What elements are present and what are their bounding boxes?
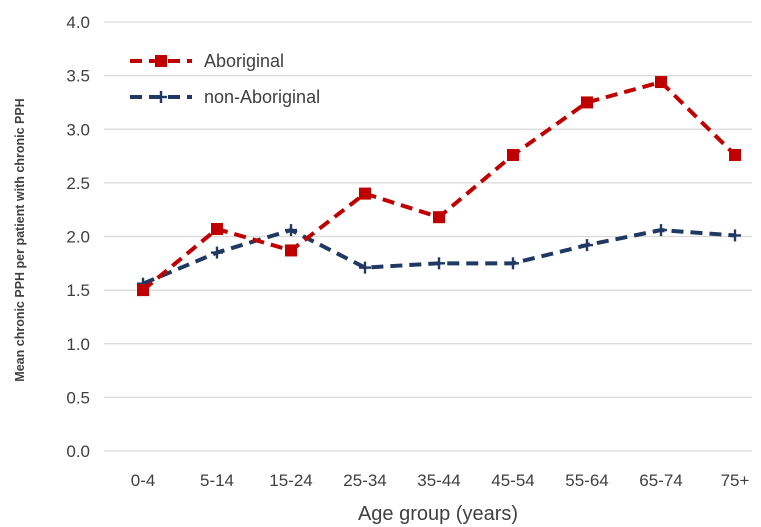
legend-marker-aboriginal bbox=[155, 55, 167, 67]
y-tick-label: 3.0 bbox=[66, 120, 90, 139]
data-point-non-aboriginal bbox=[729, 229, 741, 242]
data-point-aboriginal bbox=[285, 244, 297, 257]
x-tick-label: 35-44 bbox=[417, 471, 460, 490]
series-group bbox=[137, 76, 741, 297]
x-tick-label: 5-14 bbox=[200, 471, 234, 490]
y-tick-label: 2.5 bbox=[66, 174, 90, 193]
data-point-aboriginal bbox=[581, 96, 593, 109]
y-tick-label: 0.5 bbox=[66, 388, 90, 407]
legend-marker-non-aboriginal bbox=[155, 91, 167, 103]
data-point-aboriginal bbox=[507, 148, 519, 161]
x-tick-label: 15-24 bbox=[269, 471, 312, 490]
series-line-non-aboriginal bbox=[142, 228, 736, 286]
data-point-aboriginal bbox=[729, 148, 741, 161]
data-point-non-aboriginal bbox=[581, 239, 593, 252]
x-tick-label: 25-34 bbox=[343, 471, 386, 490]
x-tick-label: 0-4 bbox=[131, 471, 156, 490]
x-axis-title: Age group (years) bbox=[358, 503, 518, 525]
y-tick-label: 3.5 bbox=[66, 67, 90, 86]
data-point-aboriginal bbox=[359, 187, 371, 200]
y-tick-label: 0.0 bbox=[66, 442, 90, 461]
data-point-non-aboriginal bbox=[507, 257, 519, 270]
y-tick-label: 2.0 bbox=[66, 228, 90, 247]
series-aboriginal bbox=[137, 76, 741, 297]
y-tick-label: 4.0 bbox=[66, 13, 90, 32]
y-tick-label: 1.5 bbox=[66, 281, 90, 300]
data-point-non-aboriginal bbox=[285, 224, 297, 237]
x-tick-label: 45-54 bbox=[491, 471, 534, 490]
series-non-aboriginal bbox=[137, 224, 741, 290]
x-axis-ticks: 0-4 5-14 15-24 25-34 35-44 45-54 55-64 65-74 75+ bbox=[131, 471, 750, 490]
x-tick-label: 75+ bbox=[721, 471, 750, 490]
data-point-aboriginal bbox=[655, 76, 667, 89]
data-point-non-aboriginal bbox=[211, 246, 223, 259]
data-point-non-aboriginal bbox=[359, 261, 371, 274]
y-axis-title: Mean chronic PPH per patient with chroni… bbox=[13, 98, 27, 381]
x-tick-label: 65-74 bbox=[639, 471, 682, 490]
legend-label-aboriginal: Aboriginal bbox=[204, 51, 284, 71]
y-tick-label: 1.0 bbox=[66, 335, 90, 354]
gridlines bbox=[104, 21, 752, 452]
data-point-non-aboriginal bbox=[433, 257, 445, 270]
y-axis-ticks: 0.0 0.5 1.0 1.5 2.0 2.5 3.0 3.5 4.0 bbox=[66, 13, 90, 461]
data-point-aboriginal bbox=[211, 222, 223, 235]
x-tick-label: 55-64 bbox=[565, 471, 608, 490]
data-point-aboriginal bbox=[433, 211, 445, 224]
data-point-aboriginal bbox=[137, 284, 149, 297]
legend-label-non-aboriginal: non-Aboriginal bbox=[204, 87, 320, 107]
legend: Aboriginal non-Aboriginal bbox=[130, 51, 320, 107]
data-point-non-aboriginal bbox=[655, 224, 667, 237]
